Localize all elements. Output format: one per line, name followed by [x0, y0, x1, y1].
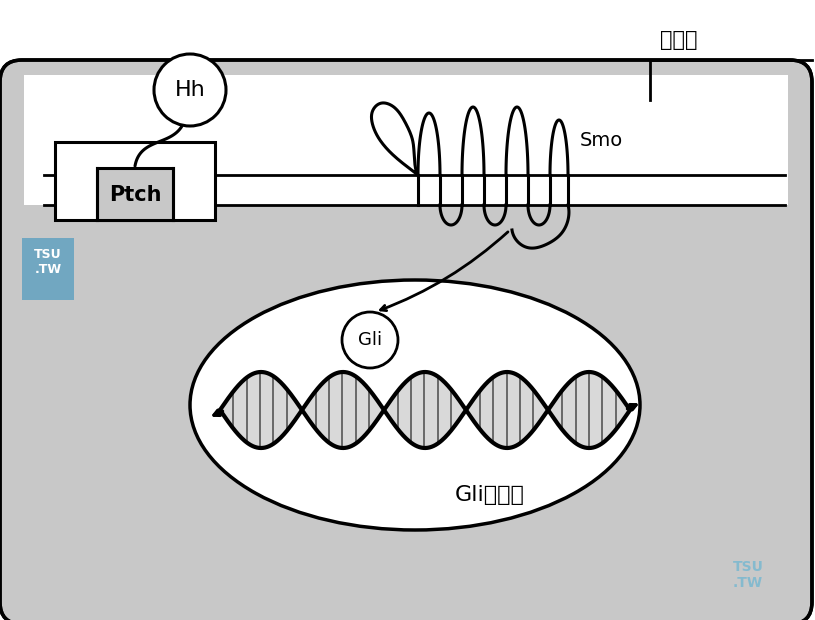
- Ellipse shape: [190, 280, 640, 530]
- Circle shape: [342, 312, 398, 368]
- Text: Smo: Smo: [580, 130, 623, 149]
- Bar: [55, 142, 215, 220]
- FancyBboxPatch shape: [0, 60, 812, 620]
- Text: TSU
.TW: TSU .TW: [733, 560, 764, 590]
- Bar: [97, 168, 173, 220]
- Circle shape: [154, 54, 226, 126]
- Text: 环帕敏: 环帕敏: [660, 30, 698, 50]
- FancyBboxPatch shape: [22, 238, 74, 300]
- Text: Gli: Gli: [358, 331, 382, 349]
- Text: Hh: Hh: [174, 80, 205, 100]
- Text: Ptch: Ptch: [108, 185, 161, 205]
- Text: Gli靶基因: Gli靶基因: [455, 485, 525, 505]
- Bar: [24, 75, 788, 205]
- Text: TSU
.TW: TSU .TW: [34, 248, 62, 276]
